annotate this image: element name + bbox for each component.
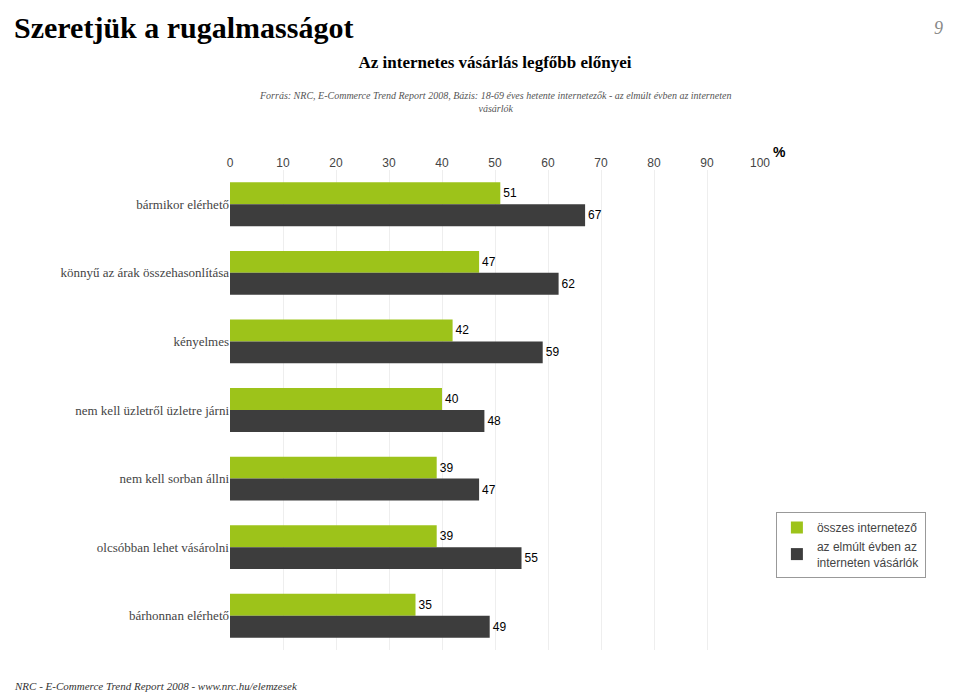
svg-text:kényelmes: kényelmes [173, 334, 229, 349]
svg-text:Szeretjük a rugalmasságot: Szeretjük a rugalmasságot [14, 11, 353, 44]
svg-text:62: 62 [562, 277, 576, 291]
svg-text:90: 90 [700, 156, 714, 170]
svg-text:80: 80 [647, 156, 661, 170]
svg-text:nem kell sorban állni: nem kell sorban állni [120, 471, 230, 486]
svg-text:30: 30 [382, 156, 396, 170]
svg-text:60: 60 [541, 156, 555, 170]
svg-text:%: % [773, 144, 786, 160]
svg-text:51: 51 [503, 186, 517, 200]
svg-text:49: 49 [493, 620, 507, 634]
svg-text:10: 10 [276, 156, 290, 170]
svg-text:35: 35 [419, 598, 433, 612]
svg-text:40: 40 [435, 156, 449, 170]
svg-text:Az internetes vásárlás legfőbb: Az internetes vásárlás legfőbb előnyei [359, 53, 632, 72]
svg-text:48: 48 [487, 414, 501, 428]
svg-text:nem kell üzletről üzletre járn: nem kell üzletről üzletre járni [75, 403, 229, 418]
svg-text:100: 100 [750, 156, 770, 170]
svg-text:39: 39 [440, 529, 454, 543]
svg-text:55: 55 [525, 551, 539, 565]
svg-text:0: 0 [227, 156, 234, 170]
svg-text:50: 50 [488, 156, 502, 170]
svg-text:67: 67 [588, 208, 602, 222]
svg-text:bármikor elérhető: bármikor elérhető [136, 197, 229, 212]
svg-text:20: 20 [329, 156, 343, 170]
svg-text:47: 47 [482, 483, 496, 497]
svg-text:NRC - E-Commerce Trend Report: NRC - E-Commerce Trend Report 2008 - www… [14, 680, 298, 692]
svg-text:70: 70 [594, 156, 608, 170]
svg-text:az elmúlt évben azinterneten v: az elmúlt évben azinterneten vásárlók [817, 540, 919, 570]
svg-text:42: 42 [456, 323, 470, 337]
svg-text:47: 47 [482, 255, 496, 269]
svg-text:59: 59 [546, 345, 560, 359]
svg-text:39: 39 [440, 461, 454, 475]
svg-text:olcsóbban lehet vásárolni: olcsóbban lehet vásárolni [97, 540, 230, 555]
svg-text:összes internetező: összes internetező [817, 521, 917, 535]
svg-text:Forrás: NRC, E-Commerce Trend: Forrás: NRC, E-Commerce Trend Report 200… [259, 90, 731, 114]
svg-text:9: 9 [934, 18, 943, 38]
svg-text:40: 40 [445, 392, 459, 406]
svg-text:bárhonnan elérhető: bárhonnan elérhető [129, 608, 229, 623]
svg-text:könnyű az árak összehasonlítás: könnyű az árak összehasonlítása [60, 265, 229, 280]
